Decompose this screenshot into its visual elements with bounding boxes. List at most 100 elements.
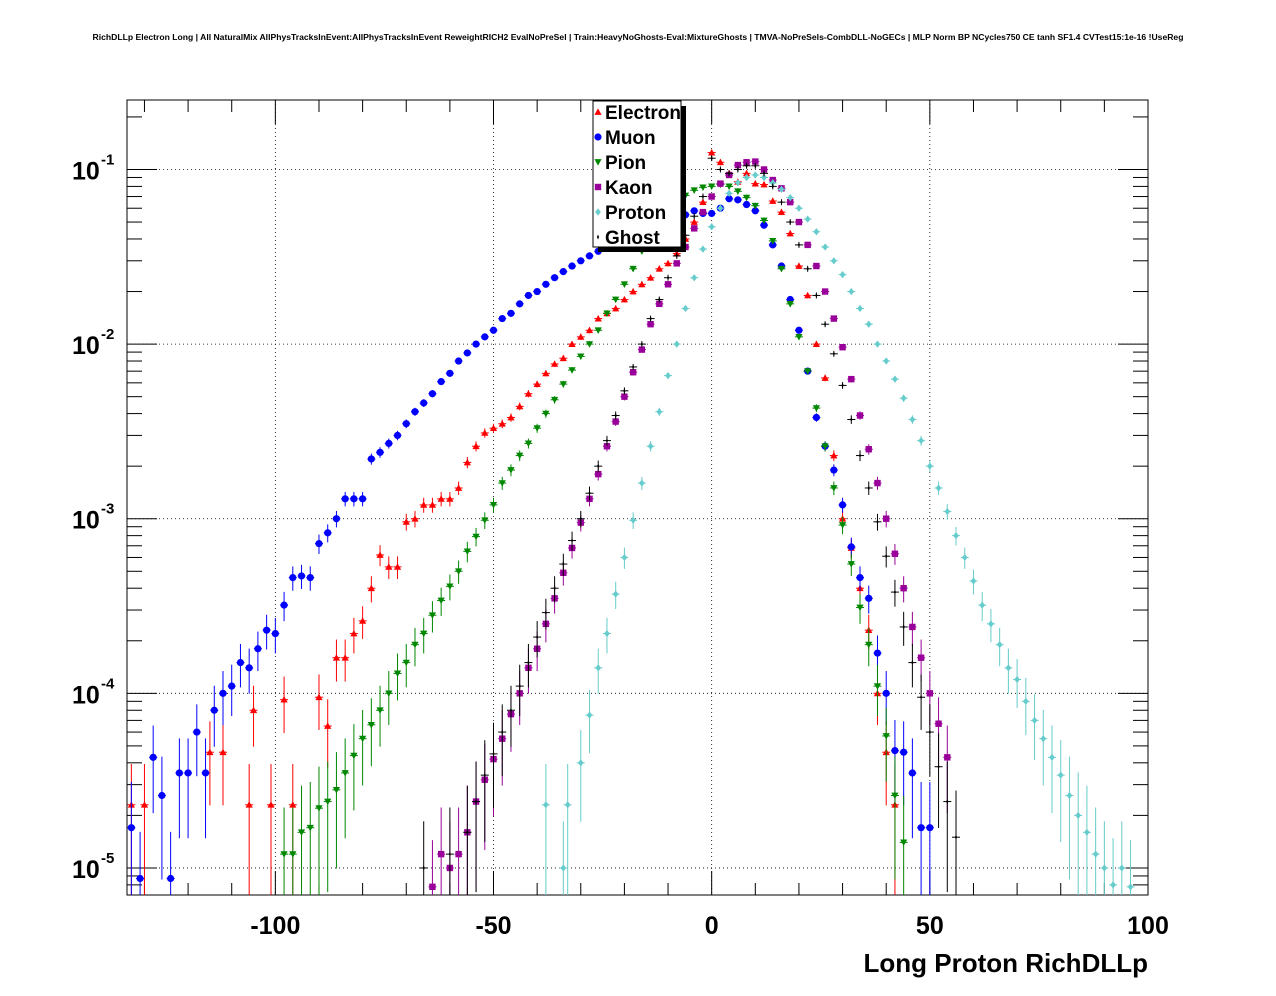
data-point: [873, 649, 882, 657]
data-point: [900, 394, 907, 402]
data-point: [769, 179, 776, 187]
data-point: [656, 300, 663, 308]
data-point: [708, 223, 715, 231]
data-point: [935, 720, 942, 727]
data-point: [315, 805, 323, 812]
data-point: [926, 690, 934, 697]
data-point: [795, 333, 803, 341]
data-point: [856, 412, 864, 419]
data-point: [594, 327, 602, 334]
data-point: [341, 654, 349, 661]
data-point: [1031, 716, 1038, 724]
data-point: [848, 287, 855, 296]
data-point: [883, 357, 890, 365]
series-ghost: [419, 155, 961, 895]
data-point: [804, 291, 812, 299]
data-point: [481, 517, 489, 524]
data-point: [516, 300, 524, 308]
data-point: [961, 553, 968, 562]
data-point: [350, 629, 358, 637]
data-point: [568, 340, 576, 347]
data-point: [690, 218, 698, 225]
data-point: [367, 584, 375, 592]
data-point: [830, 485, 838, 492]
data-point: [682, 304, 689, 313]
data-point: [762, 170, 766, 176]
data-point: [710, 155, 713, 161]
data-point: [542, 801, 549, 809]
legend-marker-kaon: [594, 183, 602, 191]
data-point: [918, 437, 924, 445]
data-point: [536, 634, 539, 640]
data-point: [411, 408, 419, 416]
data-point: [891, 550, 899, 557]
data-point: [1066, 791, 1073, 800]
data-point: [752, 171, 759, 179]
data-point: [516, 402, 524, 410]
grid: [127, 100, 1149, 895]
data-point: [210, 706, 218, 714]
data-point: [620, 281, 629, 288]
data-point: [332, 654, 341, 661]
data-point: [874, 479, 881, 487]
data-point: [507, 309, 515, 317]
data-point: [873, 683, 882, 690]
data-point: [900, 585, 907, 592]
y-tick-exponent: -5: [101, 850, 114, 867]
data-point: [550, 360, 559, 367]
data-point: [665, 372, 671, 380]
data-point: [655, 265, 663, 272]
data-point: [847, 561, 855, 568]
data-point: [719, 166, 722, 173]
data-point: [752, 158, 759, 165]
data-point: [393, 563, 402, 570]
legend-marker-electron: [594, 108, 602, 115]
data-point: [1022, 697, 1029, 705]
data-point: [474, 799, 478, 805]
data-point: [902, 624, 905, 630]
data-point: [701, 194, 705, 200]
data-point: [638, 479, 645, 487]
data-point: [920, 694, 923, 700]
data-point: [612, 418, 619, 425]
data-point: [393, 670, 402, 678]
series-muon: [127, 195, 934, 895]
data-point: [568, 262, 576, 270]
data-point: [700, 245, 706, 253]
data-point: [280, 851, 288, 858]
data-point: [821, 288, 829, 295]
data-point: [795, 218, 803, 226]
data-point: [341, 770, 349, 777]
data-point: [402, 659, 410, 667]
data-point: [385, 690, 393, 697]
data-point: [944, 507, 951, 516]
data-point: [736, 166, 739, 173]
data-point: [716, 158, 725, 166]
data-point: [996, 641, 1003, 649]
y-tick-label: 10: [72, 507, 100, 535]
data-point: [638, 346, 646, 353]
x-tick-label: 0: [705, 912, 719, 940]
data-point: [937, 764, 940, 770]
data-point: [832, 351, 835, 357]
data-point: [428, 390, 437, 398]
data-point: [830, 315, 838, 322]
data-point: [429, 883, 436, 890]
x-axis-title: Long Proton RichDLLp: [863, 948, 1148, 978]
data-point: [909, 415, 916, 424]
data-point: [550, 396, 559, 404]
data-point: [489, 424, 498, 432]
data-point: [385, 563, 393, 570]
data-point: [564, 801, 571, 809]
data-point: [324, 529, 332, 537]
data-point: [1092, 850, 1099, 858]
data-point: [524, 291, 533, 300]
data-point: [743, 173, 750, 182]
series-pion: [280, 181, 908, 895]
legend-box: [592, 100, 682, 248]
data-point: [149, 753, 157, 761]
data-point: [769, 238, 777, 245]
data-point: [891, 746, 899, 755]
data-point: [728, 170, 731, 176]
data-point: [193, 728, 201, 736]
